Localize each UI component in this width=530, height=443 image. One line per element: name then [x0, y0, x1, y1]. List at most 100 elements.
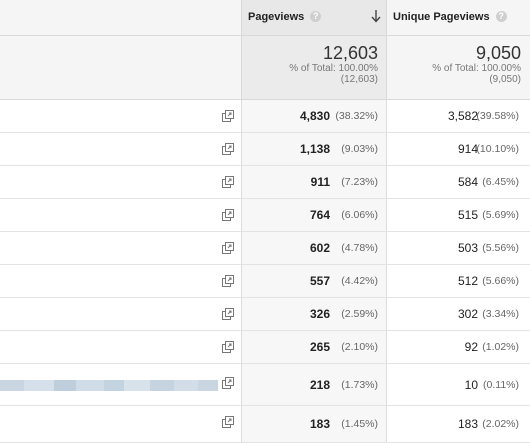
table-row: 326 (2.59%) 302 (3.34%) [0, 298, 530, 331]
dimension-header [0, 0, 241, 35]
dimension-cell[interactable] [0, 406, 241, 442]
table-row: 218 (1.73%) 10 (0.11%) [0, 364, 530, 406]
unique-pageviews-percent: (3.34%) [482, 308, 519, 320]
table-row: 557 (4.42%) 512 (5.66%) [0, 265, 530, 298]
table-row: 1,138 (9.03%) 914 (10.10%) [0, 133, 530, 166]
unique-pageviews-percent: (39.58%) [476, 110, 519, 122]
open-in-new-window-icon[interactable] [222, 143, 234, 155]
table-row: 4,830 (38.32%) 3,582 (39.58%) [0, 100, 530, 133]
unique-pageviews-cell: 584 (6.45%) [386, 166, 530, 198]
pageviews-value: 326 [309, 307, 330, 321]
table-row: 764 (6.06%) 515 (5.69%) [0, 199, 530, 232]
table-row: 602 (4.78%) 503 (5.56%) [0, 232, 530, 265]
unique-pageviews-percent: (0.11%) [483, 379, 519, 391]
open-in-new-window-icon[interactable] [222, 377, 234, 389]
pageviews-cell: 265 (2.10%) [241, 331, 386, 363]
pageviews-cell: 326 (2.59%) [241, 298, 386, 330]
unique-pageviews-percent: (5.56%) [482, 242, 519, 254]
pageviews-value: 4,830 [299, 109, 330, 123]
pageviews-value: 218 [309, 378, 330, 392]
dimension-cell[interactable] [0, 232, 241, 264]
unique-pageviews-value: 512 [457, 274, 478, 288]
table-row: 911 (7.23%) 584 (6.45%) [0, 166, 530, 199]
pageviews-percent: (9.03%) [341, 143, 378, 155]
table-row: 183 (1.45%) 183 (2.02%) [0, 406, 530, 443]
help-icon[interactable]: ? [495, 11, 507, 22]
unique-pageviews-value: 503 [457, 241, 478, 255]
open-in-new-window-icon[interactable] [222, 275, 234, 287]
dimension-cell[interactable] [0, 298, 241, 330]
table-row: 265 (2.10%) 92 (1.02%) [0, 331, 530, 364]
pageviews-header-label: Pageviews [248, 11, 305, 23]
unique-pageviews-cell: 512 (5.66%) [386, 265, 530, 297]
unique-pageviews-cell: 515 (5.69%) [386, 199, 530, 231]
pageviews-value: 764 [309, 208, 330, 222]
unique-pageviews-cell: 183 (2.02%) [386, 406, 530, 442]
unique-pageviews-percent: (1.02%) [482, 341, 519, 353]
unique-pageviews-total-pct: % of Total: 100.00% [432, 63, 521, 74]
unique-pageviews-column-header[interactable]: Unique Pageviews? [386, 0, 530, 35]
pageviews-cell: 4,830 (38.32%) [241, 100, 386, 132]
unique-pageviews-cell: 914 (10.10%) [386, 133, 530, 165]
pageviews-percent: (1.45%) [341, 418, 378, 430]
pageviews-total-sub: (12,603) [340, 74, 378, 85]
open-in-new-window-icon[interactable] [222, 242, 234, 254]
pageviews-value: 557 [309, 274, 330, 288]
unique-pageviews-value: 183 [457, 417, 478, 431]
table-header: Pageviews? Unique Pageviews? [0, 0, 530, 36]
pageviews-percent: (38.32%) [335, 110, 378, 122]
open-in-new-window-icon[interactable] [222, 110, 234, 122]
pageviews-percent: (4.78%) [341, 242, 378, 254]
unique-pageviews-value: 10 [464, 378, 478, 392]
unique-pageviews-total-sub: (9,050) [489, 74, 521, 85]
pageviews-value: 602 [309, 241, 330, 255]
pageviews-percent: (4.42%) [341, 275, 378, 287]
pageviews-cell: 183 (1.45%) [241, 406, 386, 442]
unique-pageviews-cell: 92 (1.02%) [386, 331, 530, 363]
unique-pageviews-value: 914 [457, 142, 478, 156]
pageviews-value: 183 [309, 417, 330, 431]
unique-pageviews-value: 584 [457, 175, 478, 189]
dimension-cell[interactable] [0, 364, 241, 405]
unique-pageviews-cell: 302 (3.34%) [386, 298, 530, 330]
pageviews-value: 1,138 [299, 142, 330, 156]
unique-pageviews-value: 302 [457, 307, 478, 321]
dimension-cell[interactable] [0, 100, 241, 132]
pageviews-total-pct: % of Total: 100.00% [289, 63, 378, 74]
open-in-new-window-icon[interactable] [222, 209, 234, 221]
pageviews-cell: 602 (4.78%) [241, 232, 386, 264]
pageviews-percent: (1.73%) [341, 379, 378, 391]
blurred-dimension-value [0, 380, 218, 391]
open-in-new-window-icon[interactable] [222, 341, 234, 353]
unique-pageviews-percent: (5.66%) [482, 275, 519, 287]
open-in-new-window-icon[interactable] [222, 308, 234, 320]
unique-pageviews-cell: 10 (0.11%) [386, 364, 530, 405]
pageviews-percent: (2.10%) [341, 341, 378, 353]
dimension-cell[interactable] [0, 331, 241, 363]
unique-pageviews-percent: (6.45%) [482, 176, 519, 188]
unique-pageviews-value: 3,582 [447, 109, 478, 123]
unique-pageviews-percent: (10.10%) [476, 143, 519, 155]
help-icon[interactable]: ? [310, 11, 322, 22]
totals-row: 12,603 % of Total: 100.00% (12,603) 9,05… [0, 36, 530, 100]
unique-pageviews-total-cell: 9,050 % of Total: 100.00% (9,050) [386, 36, 530, 99]
pageviews-column-header[interactable]: Pageviews? [241, 0, 386, 35]
pageviews-cell: 764 (6.06%) [241, 199, 386, 231]
dimension-cell[interactable] [0, 265, 241, 297]
pageviews-value: 911 [310, 175, 330, 189]
pageviews-cell: 1,138 (9.03%) [241, 133, 386, 165]
pageviews-cell: 218 (1.73%) [241, 364, 386, 405]
pageviews-cell: 557 (4.42%) [241, 265, 386, 297]
open-in-new-window-icon[interactable] [222, 416, 234, 428]
unique-pageviews-cell: 3,582 (39.58%) [386, 100, 530, 132]
open-in-new-window-icon[interactable] [222, 176, 234, 188]
dimension-cell[interactable] [0, 166, 241, 198]
unique-pageviews-percent: (5.69%) [482, 209, 519, 221]
pageviews-value: 265 [309, 340, 330, 354]
pageviews-percent: (7.23%) [341, 176, 378, 188]
pageviews-total: 12,603 [322, 43, 378, 63]
dimension-cell[interactable] [0, 199, 241, 231]
arrow-down-icon[interactable] [370, 8, 382, 24]
dimension-cell[interactable] [0, 133, 241, 165]
